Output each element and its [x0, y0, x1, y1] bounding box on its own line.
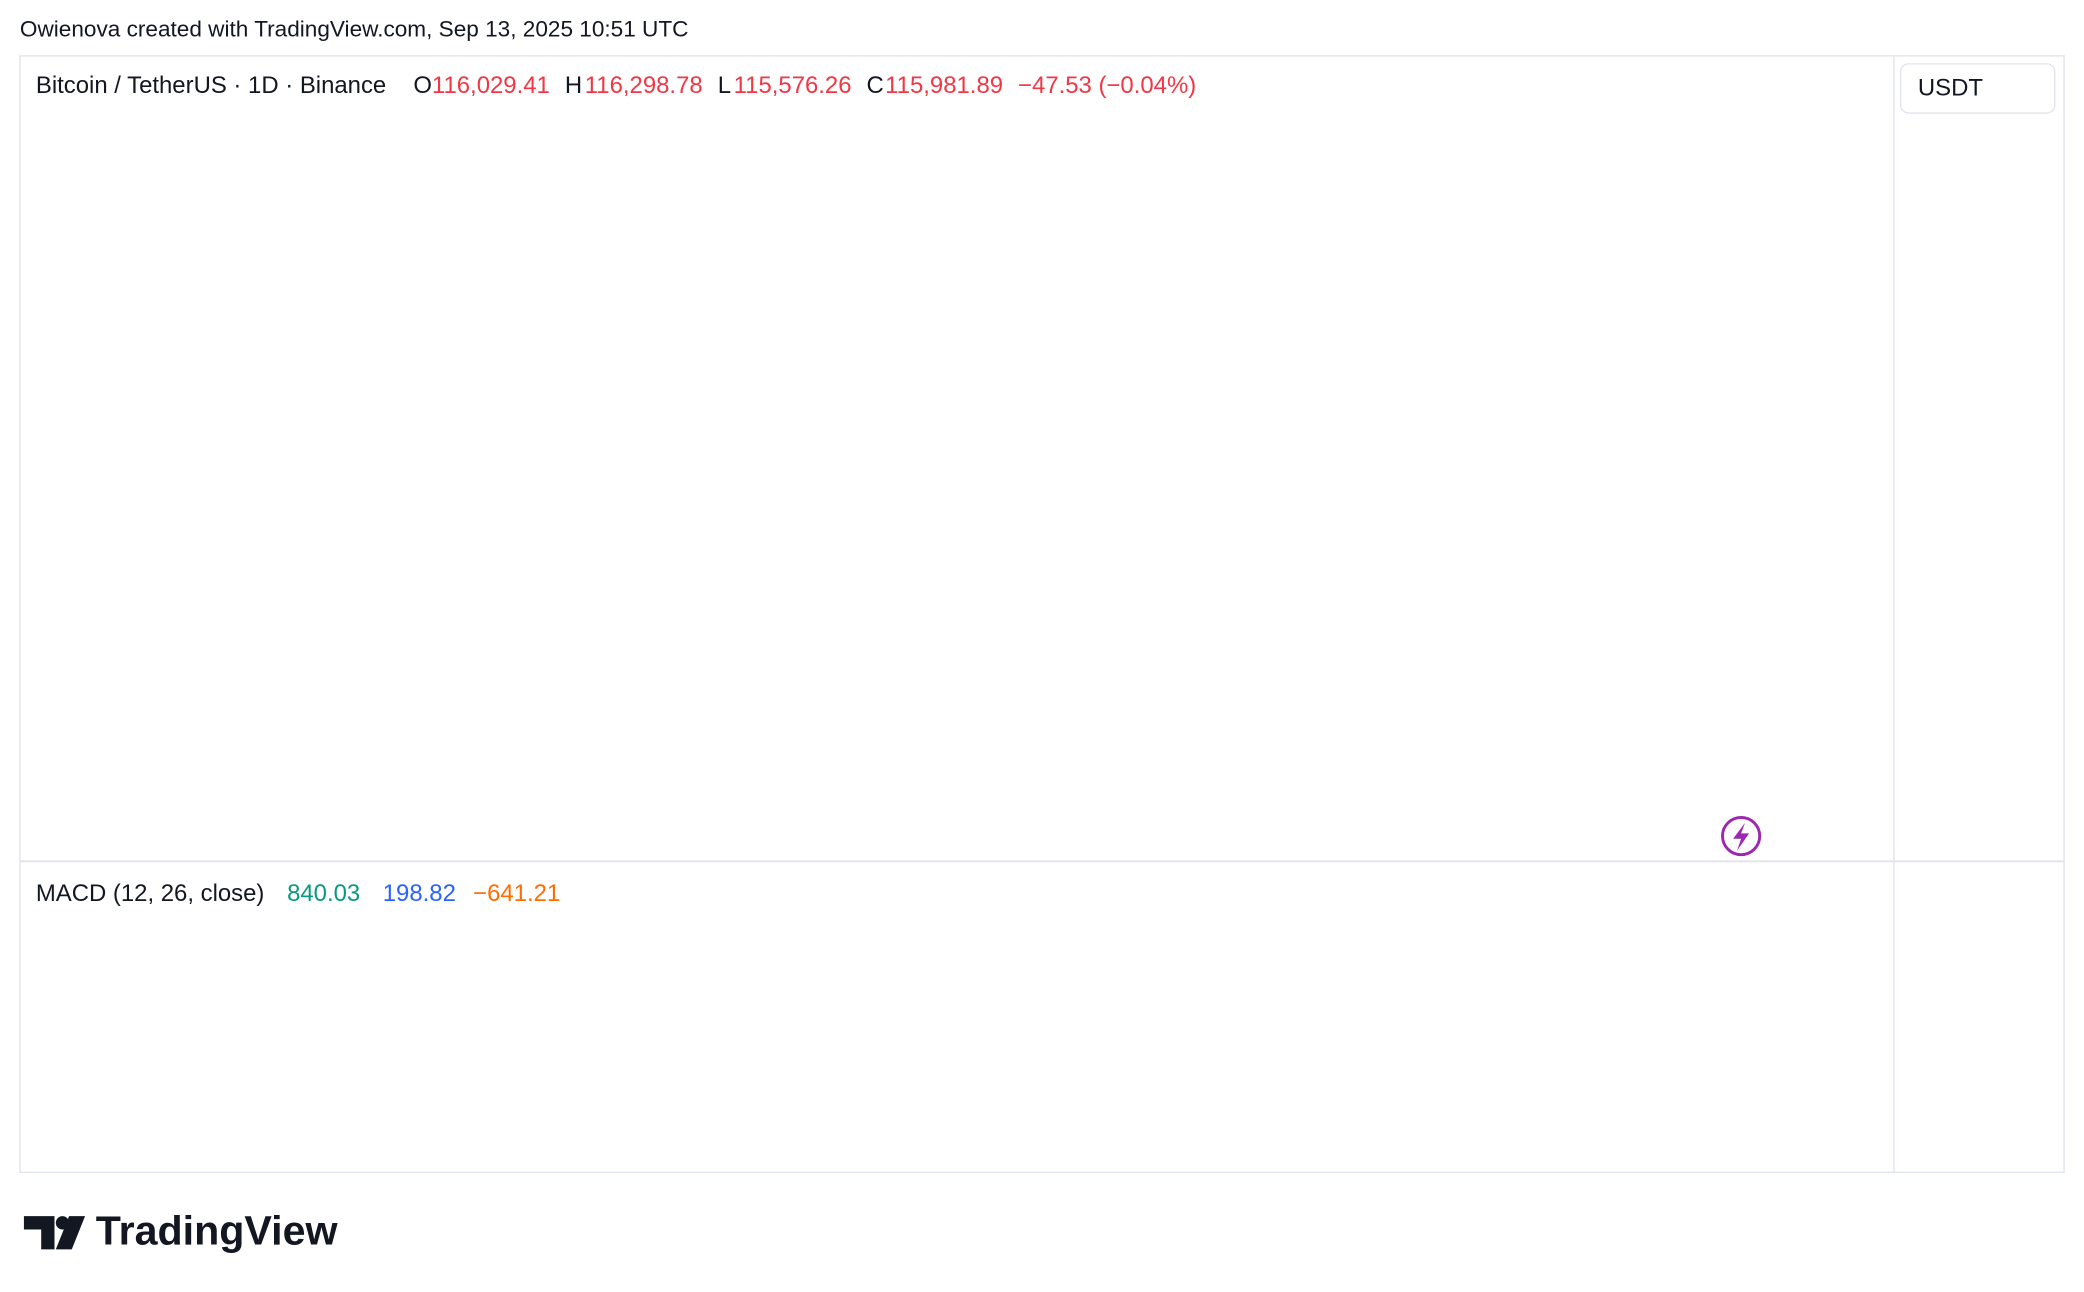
ohlc-label: O: [413, 72, 432, 99]
ohlc-label: L: [718, 72, 731, 99]
indicator-value: 840.03: [287, 880, 360, 907]
currency-label[interactable]: USDT: [1918, 74, 1983, 101]
ohlc-value: 115,981.89: [885, 72, 1003, 99]
indicator-title: MACD (12, 26, close): [36, 880, 265, 907]
lightning-icon[interactable]: [1721, 815, 1762, 857]
brand-logo: [23, 1216, 86, 1250]
ohlc-label: H: [565, 72, 582, 99]
ohlc-label: C: [867, 72, 884, 99]
indicator-value: −641.21: [473, 880, 560, 907]
indicator-value: 198.82: [383, 880, 456, 907]
ohlc-value: 116,298.78: [585, 72, 703, 99]
ohlc-value: 116,029.41: [432, 72, 550, 99]
overlay: Owienova created with TradingView.com, S…: [20, 17, 2056, 1253]
price-change: −47.53 (−0.04%): [1018, 72, 1196, 99]
currency-button[interactable]: [1899, 63, 2056, 114]
ohlc-value: 115,576.26: [734, 72, 852, 99]
attribution: Owienova created with TradingView.com, S…: [20, 17, 689, 42]
brand-name: TradingView: [96, 1207, 339, 1253]
symbol-title: Bitcoin / TetherUS · 1D · Binance: [36, 72, 386, 99]
chart-frame: [19, 55, 2065, 1173]
